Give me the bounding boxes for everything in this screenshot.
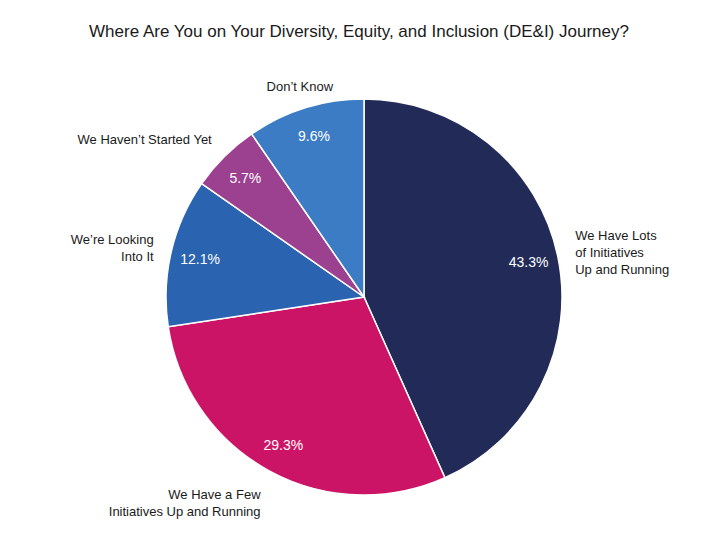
svg-text:We Have Lotsof InitiativesUp a: We Have Lotsof InitiativesUp and Running bbox=[575, 228, 669, 277]
svg-text:12.1%: 12.1% bbox=[180, 251, 220, 267]
svg-text:5.7%: 5.7% bbox=[229, 170, 261, 186]
svg-text:Don’t Know: Don’t Know bbox=[267, 79, 334, 94]
svg-text:We Have a FewInitiatives Up an: We Have a FewInitiatives Up and Running bbox=[109, 487, 261, 519]
html-text:Where Are You on Your Diversit: Where Are You on Your Diversity, Equity,… bbox=[89, 22, 629, 41]
svg-text:29.3%: 29.3% bbox=[264, 437, 304, 453]
svg-text:We Haven’t Started Yet: We Haven’t Started Yet bbox=[78, 132, 213, 147]
svg-text:9.6%: 9.6% bbox=[298, 128, 330, 144]
svg-text:We’re LookingInto It: We’re LookingInto It bbox=[71, 232, 154, 264]
svg-text:43.3%: 43.3% bbox=[509, 254, 549, 270]
